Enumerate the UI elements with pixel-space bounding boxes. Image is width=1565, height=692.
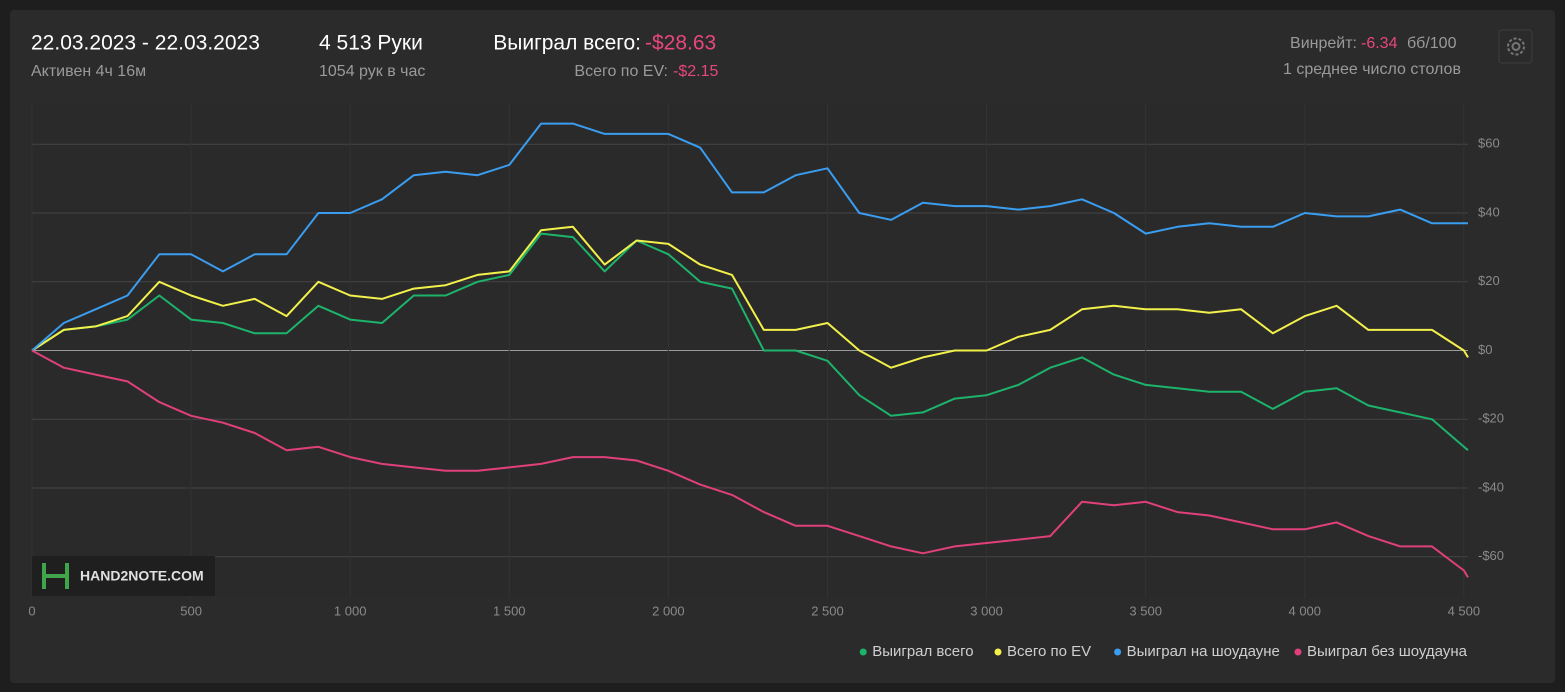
x-tick-label: 500 <box>180 603 202 618</box>
legend-item[interactable]: Выиграл всего <box>859 643 974 660</box>
logo-text: HAND2NOTE.COM <box>80 568 204 584</box>
y-tick-label: $20 <box>1478 273 1500 288</box>
legend-item[interactable]: Всего по EV <box>994 643 1092 660</box>
x-tick-label: 4 500 <box>1448 603 1481 618</box>
settings-button[interactable] <box>1498 29 1533 64</box>
active: Активен 4ч 16м <box>31 63 146 80</box>
series-line <box>31 225 1469 369</box>
ev-label: Всего по EV: <box>574 63 668 80</box>
x-tick-label: 1 500 <box>493 603 526 618</box>
legend: Выиграл всего Всего по EV Выиграл на шоуда… <box>859 643 1468 660</box>
legend-label: Выиграл всего <box>872 643 973 660</box>
ev-value: -$2.15 <box>673 63 718 80</box>
legend-marker <box>859 648 867 656</box>
winrate-value: -6.34 <box>1361 35 1398 52</box>
x-tick-label: 2 000 <box>652 603 685 618</box>
tables: 1 среднее число столов <box>1283 61 1461 78</box>
y-tick-label: $60 <box>1478 136 1500 151</box>
series-line <box>31 349 1469 578</box>
y-tick-label: -$40 <box>1478 479 1504 494</box>
legend-item[interactable]: Выиграл на шоудауне <box>1114 643 1280 660</box>
won-value: -$28.63 <box>645 32 716 55</box>
series-line <box>31 232 1469 451</box>
x-tick-label: 4 000 <box>1288 603 1321 618</box>
x-tick-label: 3 500 <box>1129 603 1162 618</box>
x-tick-label: 2 500 <box>811 603 844 618</box>
y-tick-label: -$20 <box>1478 411 1504 426</box>
winrate-label: Винрейт: <box>1290 35 1357 52</box>
y-tick-label: -$60 <box>1478 548 1504 563</box>
legend-marker <box>1294 648 1302 656</box>
lines <box>31 122 1469 578</box>
hands-per-hour: 1054 рук в час <box>319 63 425 80</box>
series-line <box>31 122 1468 352</box>
legend-label: Выиграл без шоудауна <box>1307 643 1468 660</box>
y-tick-label: $40 <box>1478 204 1500 219</box>
grid: -$60 -$40 -$20 $0 $20 $40 $60 0 500 1 000 1 500 2 0… <box>28 103 1504 618</box>
logo: HAND2NOTE.COM <box>32 556 215 596</box>
dates: 22.03.2023 - 22.03.2023 <box>31 32 260 55</box>
x-tick-label: 0 <box>28 603 35 618</box>
x-tick-label: 3 000 <box>970 603 1003 618</box>
legend-item[interactable]: Выиграл без шоудауна <box>1294 643 1468 660</box>
y-tick-label: $0 <box>1478 342 1492 357</box>
x-tick-label: 1 000 <box>334 603 367 618</box>
won-label: Выиграл всего: <box>493 32 641 55</box>
hands: 4 513 Руки <box>319 32 423 55</box>
legend-label: Всего по EV <box>1007 643 1091 660</box>
legend-marker <box>1114 648 1122 656</box>
legend-marker <box>994 648 1002 656</box>
winrate-unit: бб/100 <box>1407 35 1457 52</box>
legend-label: Выиграл на шоудауне <box>1127 643 1280 660</box>
